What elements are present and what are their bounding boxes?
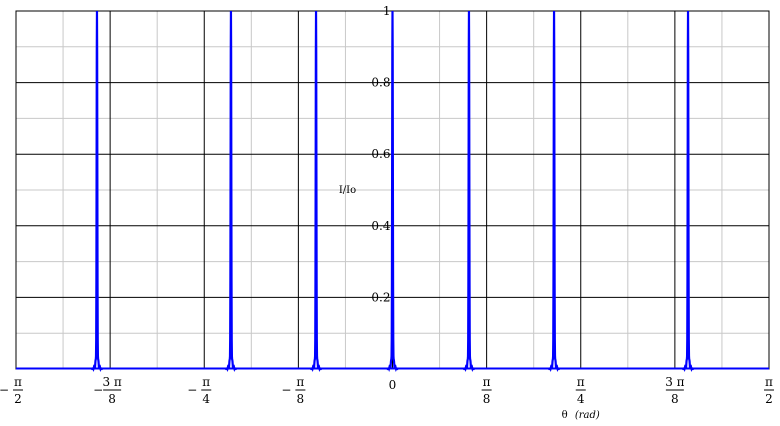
x-tick-numerator: π xyxy=(765,375,773,389)
x-tick-label: 0 xyxy=(389,378,397,392)
y-tick-label: 0.6 xyxy=(371,147,390,161)
x-tick-label: π2 xyxy=(764,375,774,406)
x-tick-plain: 0 xyxy=(389,378,397,392)
x-tick-label: −3 π 8 xyxy=(93,375,122,406)
y-tick-labels: 0.2 0.4 0.6 0.8 1 xyxy=(371,4,390,304)
x-tick-denominator: 4 xyxy=(577,392,585,406)
x-tick-numerator: 3 π xyxy=(102,375,121,389)
x-tick-denominator: 8 xyxy=(108,392,116,406)
y-axis-label: I/Io xyxy=(339,185,356,196)
x-tick-sign: − xyxy=(0,383,9,397)
x-tick-label: −π 2 xyxy=(0,375,23,406)
x-tick-label: π4 xyxy=(575,375,586,406)
x-tick-numerator: π xyxy=(296,375,304,389)
x-axis-symbol: θ xyxy=(562,410,568,421)
x-tick-denominator: 2 xyxy=(765,392,773,406)
x-tick-numerator: 3 π xyxy=(665,375,684,389)
x-tick-denominator: 2 xyxy=(14,392,22,406)
x-tick-label: π8 xyxy=(481,375,492,406)
x-tick-denominator: 8 xyxy=(297,392,305,406)
y-tick-label: 0.2 xyxy=(371,290,390,304)
intensity-series xyxy=(16,10,769,373)
y-tick-label: 0.8 xyxy=(371,76,390,90)
x-tick-numerator: π xyxy=(483,375,491,389)
x-tick-sign: − xyxy=(281,383,291,397)
x-tick-sign: − xyxy=(93,383,103,397)
x-tick-denominator: 8 xyxy=(483,392,491,406)
y-tick-label: 0.4 xyxy=(371,219,390,233)
x-tick-label: 3 π8 xyxy=(665,375,684,406)
x-tick-sign: − xyxy=(187,383,197,397)
x-tick-label: −π 4 xyxy=(187,375,212,406)
x-tick-denominator: 8 xyxy=(671,392,679,406)
x-tick-numerator: π xyxy=(577,375,585,389)
x-tick-label: −π 8 xyxy=(281,375,306,406)
x-axis-unit: (rad) xyxy=(575,410,600,421)
x-tick-denominator: 4 xyxy=(202,392,210,406)
x-tick-numerator: π xyxy=(14,375,22,389)
x-axis-label: θ (rad) xyxy=(562,410,600,421)
y-tick-label: 1 xyxy=(383,4,391,18)
x-tick-numerator: π xyxy=(202,375,210,389)
